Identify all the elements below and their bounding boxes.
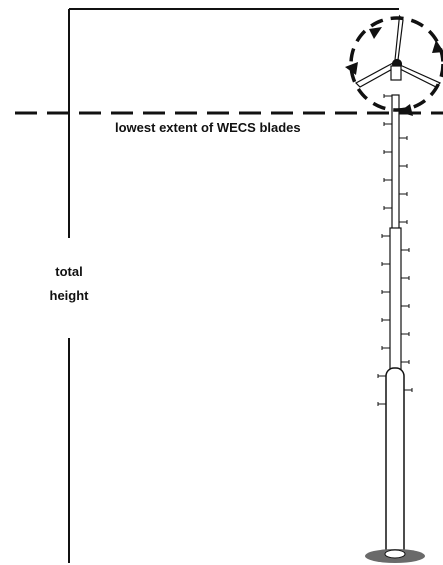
blade-top [394, 14, 404, 61]
blade-extent-label: lowest extent of WECS blades [115, 120, 301, 135]
rotation-dashed-circle [349, 16, 443, 112]
tower-climbing-pegs [377, 94, 413, 406]
rotation-arrow-right [432, 40, 443, 53]
total-height-label-line1: total [55, 264, 82, 279]
wecs-tower [385, 94, 405, 559]
rotation-arrow-bottom [399, 104, 413, 116]
nacelle [390, 65, 402, 81]
tower-section-top [391, 94, 400, 231]
rotation-arrow-left [345, 62, 358, 75]
rotation-arrow-top [369, 27, 382, 39]
tower-foot [384, 549, 406, 559]
blade-left [355, 62, 397, 88]
wecs-rotor [355, 14, 442, 88]
tower-ground-base [365, 549, 425, 563]
tower-section-bottom [385, 367, 405, 559]
tower-section-middle [389, 227, 402, 371]
total-height-bracket [68, 8, 399, 563]
rotation-indicator [345, 16, 443, 116]
blade-right [399, 64, 442, 88]
total-height-label-line2: height [50, 288, 90, 303]
